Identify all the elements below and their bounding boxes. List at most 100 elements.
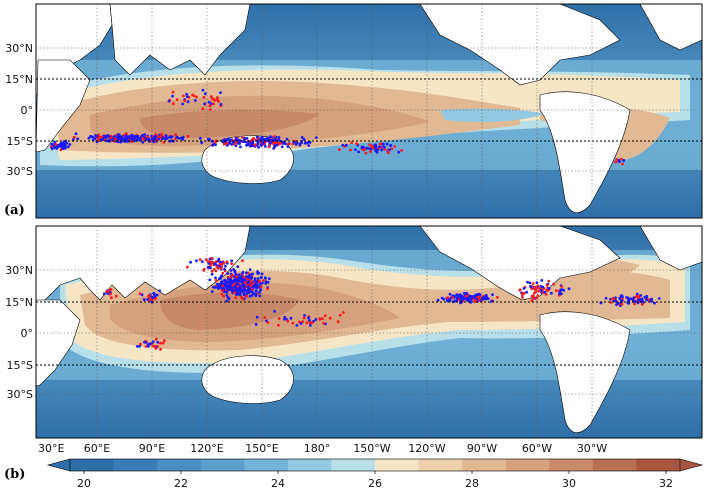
genesis-dot [533,288,537,291]
lat-label: 15°N [5,73,33,86]
genesis-dot [255,315,259,319]
genesis-dot [238,286,242,289]
genesis-dot [463,297,467,301]
genesis-dot [144,345,148,348]
genesis-dot [215,282,219,286]
genesis-dot [366,147,370,150]
genesis-dot [250,293,254,297]
genesis-dot [338,313,342,317]
panel-b-dots [102,256,661,351]
genesis-dot [259,288,262,292]
genesis-dot [555,289,558,293]
genesis-dot [141,137,145,140]
genesis-dot [254,281,258,285]
genesis-dot [225,138,229,142]
genesis-dot [301,320,305,323]
genesis-dot [74,132,78,136]
genesis-dot [143,133,147,136]
genesis-dot [93,137,97,140]
genesis-dot [228,288,232,292]
genesis-dot [562,288,566,292]
genesis-dot [164,136,168,140]
genesis-dot [235,282,239,286]
lon-label: 180° [304,442,331,455]
genesis-dot [219,276,223,280]
genesis-dot [159,347,163,351]
genesis-dot [117,133,121,137]
genesis-dot [246,281,250,285]
genesis-dot [72,135,76,139]
genesis-dot [440,296,444,300]
genesis-dot [111,138,114,141]
genesis-dot [153,344,157,348]
genesis-dot [148,294,151,298]
genesis-dot [220,266,223,270]
genesis-dot [657,297,661,300]
genesis-dot [226,272,230,275]
genesis-dot [186,100,190,104]
genesis-dot [470,295,474,299]
genesis-dot [193,99,197,102]
genesis-dot [227,137,231,141]
genesis-dot [221,284,225,288]
genesis-dot [251,285,255,289]
lat-label: 30°N [5,264,33,277]
colorbar-cell [462,459,507,471]
genesis-dot [547,279,551,283]
genesis-dot [259,282,263,285]
colorbar-tick-label: 30 [562,477,576,489]
genesis-dot [321,317,324,321]
genesis-dot [214,143,217,147]
genesis-dot [620,157,623,161]
genesis-dot [323,314,327,318]
colorbar-cell [244,459,289,471]
genesis-dot [141,140,145,144]
colorbar-cell [157,459,202,471]
genesis-dot [156,340,160,344]
genesis-dot [544,292,548,296]
colorbar-cell [418,459,463,471]
colorbar-tick-label: 32 [659,477,673,489]
genesis-dot [264,280,268,283]
lat-label: 0° [21,104,34,117]
genesis-dot [531,282,535,285]
genesis-dot [375,151,379,154]
genesis-dot [143,340,146,344]
genesis-dot [307,144,311,147]
genesis-dot [220,289,224,293]
genesis-dot [171,90,175,94]
genesis-dot [382,142,385,146]
genesis-dot [114,294,118,298]
genesis-dot [253,143,257,147]
genesis-dot [643,296,647,299]
panel-b-land-africa [36,299,81,387]
genesis-dot [50,146,54,150]
genesis-dot [264,276,267,280]
genesis-dot [240,295,243,299]
genesis-dot [252,292,256,295]
genesis-dot [357,150,360,154]
genesis-dot [53,140,57,144]
genesis-dot [208,108,212,111]
genesis-dot [138,344,142,348]
panel-b-tag: (b) [4,467,25,482]
genesis-dot [225,299,229,303]
panel-a-land-south-america [539,91,631,213]
genesis-dot [254,289,258,292]
genesis-dot [233,269,237,273]
genesis-dot [171,94,175,98]
lon-label: 150°E [245,442,278,455]
colorbar-tick-label: 22 [174,477,188,489]
genesis-dot [522,287,526,290]
genesis-dot [247,291,251,294]
colorbar-cell [331,459,376,471]
genesis-dot [218,283,222,286]
genesis-dot [179,136,183,140]
genesis-dot [344,143,348,147]
genesis-dot [266,321,270,324]
genesis-dot [558,292,561,296]
genesis-dot [307,316,310,320]
genesis-dot [256,142,260,146]
panel-a-map [36,4,702,218]
lat-label: 0° [21,327,34,340]
